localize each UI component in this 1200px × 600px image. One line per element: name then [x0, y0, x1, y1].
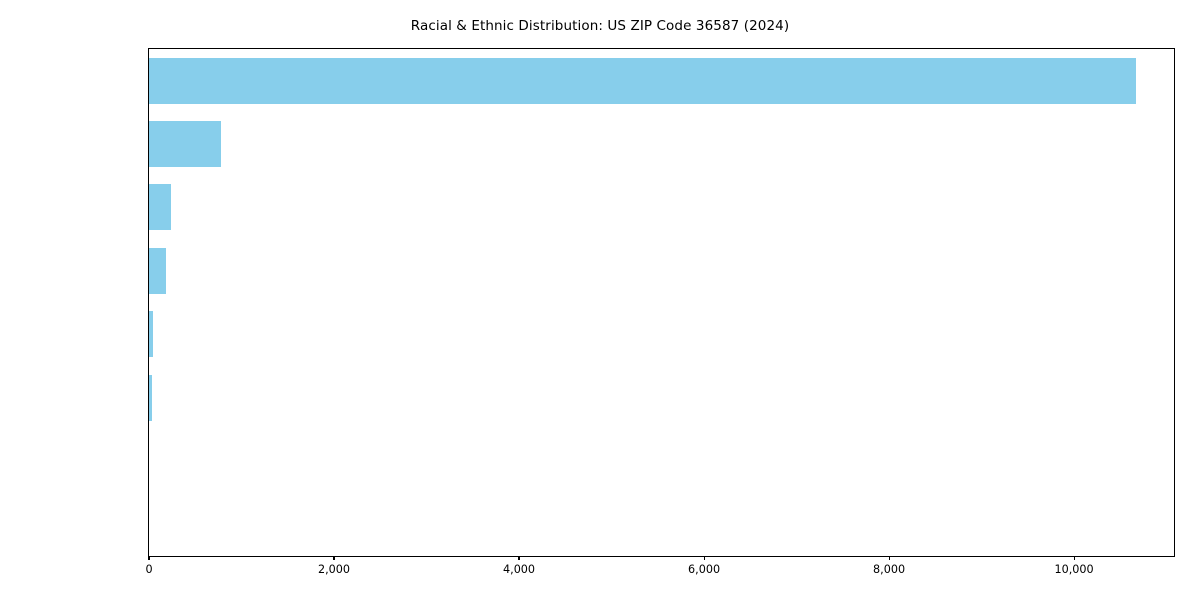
x-tick-mark — [148, 556, 150, 560]
x-tick-label: 6,000 — [688, 563, 721, 576]
x-tick-label: 0 — [145, 563, 153, 576]
x-tick-mark — [518, 556, 520, 560]
x-tick-mark — [703, 556, 705, 560]
bar — [149, 121, 221, 168]
bar — [149, 247, 167, 294]
x-tick-label: 4,000 — [503, 563, 536, 576]
bars-layer — [149, 49, 1174, 556]
plot-area: White (Non-Hispanic)Black / African Amer… — [145, 48, 1175, 576]
x-tick-label: 8,000 — [873, 563, 906, 576]
bar — [149, 184, 172, 231]
bar — [149, 311, 154, 358]
chart-title: Racial & Ethnic Distribution: US ZIP Cod… — [410, 18, 790, 34]
x-tick-mark — [888, 556, 890, 560]
x-tick-label: 10,000 — [1054, 563, 1094, 576]
x-tick-label: 2,000 — [318, 563, 351, 576]
bar — [149, 374, 152, 421]
bar — [149, 57, 1137, 104]
x-tick-mark — [1073, 556, 1075, 560]
x-tick-mark — [333, 556, 335, 560]
